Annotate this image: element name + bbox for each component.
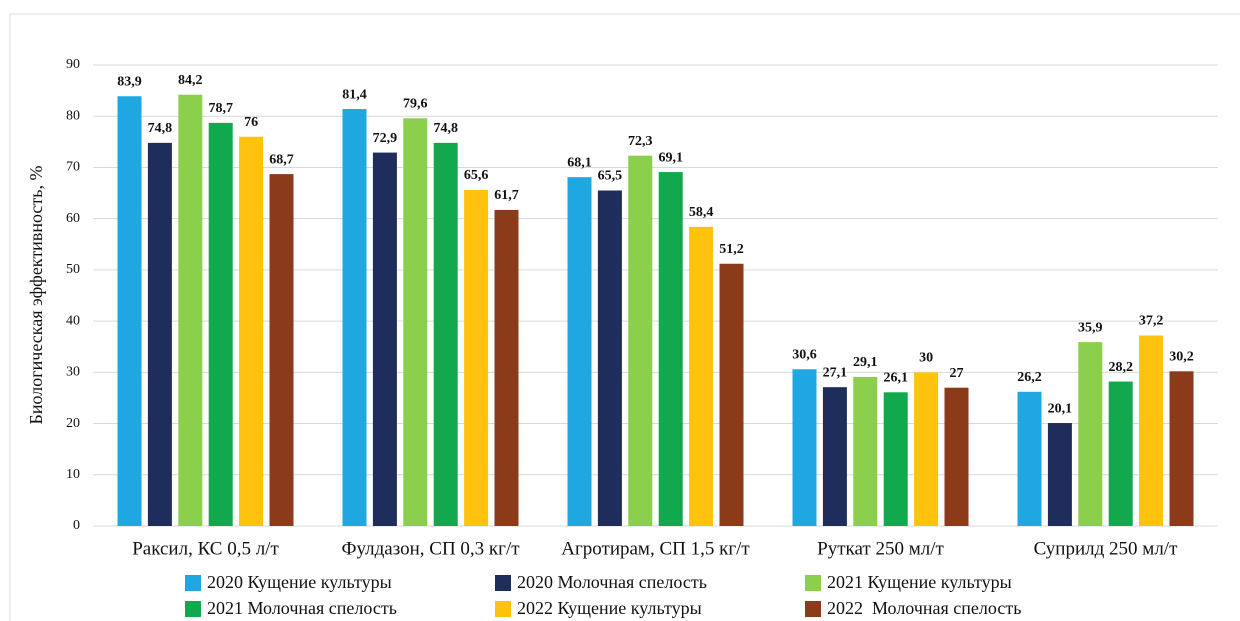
bar	[1017, 391, 1042, 526]
x-tick-label: Раксил, КС 0,5 л/т	[132, 538, 279, 559]
bar	[178, 94, 203, 526]
bar	[628, 155, 653, 526]
legend-label: 2021 Молочная спелость	[207, 598, 397, 618]
x-tick-label: Фулдазон, СП 0,3 кг/т	[341, 538, 520, 559]
bar	[822, 387, 847, 526]
bar	[597, 190, 622, 526]
legend-label: 2020 Молочная спелость	[517, 572, 707, 592]
value-label: 28,2	[1108, 360, 1133, 375]
value-label: 26,2	[1017, 370, 1042, 385]
bar	[883, 392, 908, 526]
legend-swatch	[805, 601, 821, 617]
frame	[9, 13, 1240, 621]
x-tick-label: Руткат 250 мл/т	[817, 538, 944, 559]
value-label: 37,2	[1139, 314, 1164, 329]
value-label: 20,1	[1048, 401, 1073, 416]
bar	[567, 177, 592, 526]
bar	[719, 263, 744, 526]
value-label: 78,7	[208, 101, 233, 116]
bar	[658, 172, 683, 526]
bar	[1169, 371, 1194, 526]
legend-label: 2021 Кущение культуры	[827, 572, 1012, 592]
y-tick-label: 10	[66, 467, 80, 482]
bar	[117, 96, 142, 527]
bar	[494, 209, 519, 526]
value-label: 51,2	[719, 242, 744, 257]
legend-swatch	[495, 601, 511, 617]
bar	[464, 189, 489, 526]
legend-swatch	[495, 575, 511, 591]
y-tick-label: 20	[66, 416, 80, 431]
bar	[1078, 342, 1103, 526]
value-label: 35,9	[1078, 320, 1103, 335]
value-label: 81,4	[342, 87, 367, 102]
legend-label: 2022 Молочная спелость	[827, 598, 1021, 618]
y-tick-label: 40	[66, 313, 80, 328]
value-label: 58,4	[689, 205, 714, 220]
value-label: 29,1	[853, 355, 878, 370]
y-tick-label: 90	[66, 57, 80, 72]
value-label: 30,2	[1169, 350, 1194, 365]
value-label: 30,6	[792, 347, 817, 362]
value-label: 65,5	[598, 169, 623, 184]
value-label: 27,1	[823, 365, 848, 380]
y-tick-label: 50	[66, 262, 80, 277]
bar	[914, 372, 939, 526]
bar	[269, 174, 294, 526]
bar	[689, 226, 714, 526]
y-tick-label: 60	[66, 211, 80, 226]
legend-swatch	[185, 601, 201, 617]
legend-label: 2020 Кущение культуры	[207, 572, 392, 592]
value-label: 76	[244, 115, 258, 130]
value-label: 84,2	[178, 73, 203, 88]
value-label: 79,6	[403, 96, 428, 111]
bar	[342, 109, 367, 526]
bar	[792, 369, 817, 526]
bar	[1047, 423, 1072, 526]
value-label: 68,1	[567, 155, 592, 170]
value-label: 27	[950, 366, 964, 381]
x-tick-label: Агротирам, СП 1,5 кг/т	[561, 538, 750, 559]
legend-label: 2022 Кущение культуры	[517, 598, 702, 618]
bar	[208, 122, 233, 527]
value-label: 74,8	[148, 121, 173, 136]
value-label: 30	[919, 351, 933, 366]
bar	[944, 387, 969, 526]
y-tick-label: 0	[73, 518, 80, 533]
bar	[239, 136, 264, 526]
value-label: 68,7	[269, 152, 294, 167]
bar	[1139, 335, 1164, 526]
value-label: 74,8	[433, 121, 458, 136]
bar	[403, 118, 428, 526]
value-label: 65,6	[464, 168, 489, 183]
bar	[433, 142, 458, 526]
value-label: 72,3	[628, 134, 653, 149]
legend-swatch	[805, 575, 821, 591]
value-label: 69,1	[658, 150, 683, 165]
x-tick-label: Суприлд 250 мл/т	[1034, 538, 1178, 559]
y-tick-label: 30	[66, 365, 80, 380]
bar	[1108, 381, 1133, 526]
y-tick-label: 80	[66, 108, 80, 123]
value-label: 61,7	[494, 188, 519, 203]
y-tick-label: 70	[66, 160, 80, 175]
bar	[853, 376, 878, 526]
value-label: 83,9	[117, 74, 142, 89]
y-axis-label: Биологическая эффективность, %	[26, 166, 46, 425]
value-label: 72,9	[373, 131, 398, 146]
bar	[372, 152, 397, 526]
bar	[147, 142, 172, 526]
legend-swatch	[185, 575, 201, 591]
value-label: 26,1	[883, 371, 908, 386]
